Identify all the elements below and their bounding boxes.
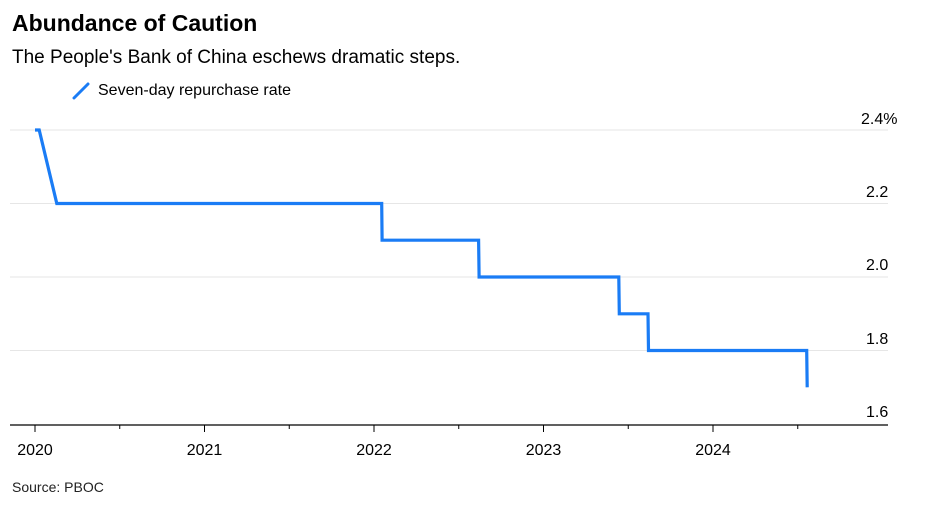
y-tick-label: 1.8 [866,331,888,348]
legend-swatch [72,82,90,100]
legend: Seven-day repurchase rate [72,82,291,100]
y-tick-label: 1.6 [866,404,888,421]
x-tick-label: 2020 [17,442,53,459]
x-tick-label: 2024 [695,442,731,459]
y-tick-label: 2.2 [866,184,888,201]
y-tick-label: 2.4% [861,111,897,128]
source-note: Source: PBOC [12,479,104,495]
x-tick-label: 2022 [356,442,392,459]
chart-title: Abundance of Caution [12,10,258,36]
chart-subtitle: The People's Bank of China eschews drama… [12,47,461,68]
x-tick-label: 2021 [187,442,223,459]
x-tick-label: 2023 [526,442,562,459]
series-line [35,128,809,388]
y-tick-label: 2.0 [866,257,888,274]
legend-label: Seven-day repurchase rate [98,82,291,99]
